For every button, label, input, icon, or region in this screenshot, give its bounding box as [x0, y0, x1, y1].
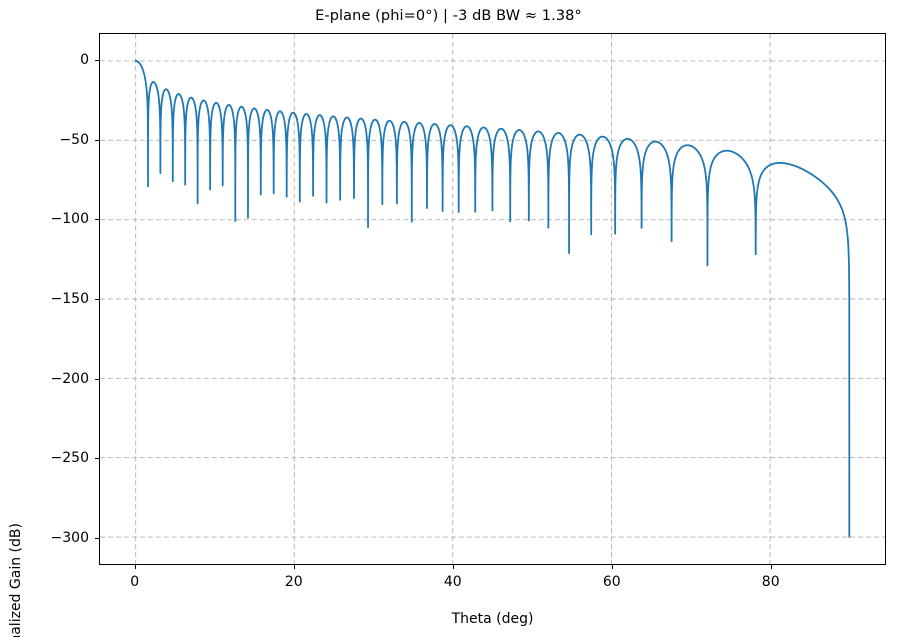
y-tick-label: −100 — [50, 211, 89, 228]
y-tick-label: −200 — [50, 370, 89, 387]
x-tick-label: 0 — [130, 574, 140, 590]
x-tick-label: 80 — [761, 574, 780, 590]
x-tick-mark — [611, 565, 613, 569]
chart-title: E-plane (phi=0°) | -3 dB BW ≈ 1.38° — [315, 8, 582, 24]
x-tick-label: 20 — [284, 574, 303, 590]
y-tick-label: −150 — [50, 291, 89, 307]
y-tick-label: −50 — [59, 131, 89, 148]
y-tick-mark — [95, 139, 99, 141]
x-tick-mark — [452, 565, 454, 569]
y-tick-label: −250 — [50, 450, 89, 467]
y-axis-label-holder: Normalized Gain (dB) — [8, 299, 24, 637]
x-tick-mark — [134, 565, 136, 569]
gain-curve — [134, 60, 851, 538]
gridlines — [100, 34, 885, 564]
x-tick-label: 60 — [602, 574, 621, 590]
y-tick-label: −300 — [50, 529, 89, 546]
y-tick-mark — [95, 299, 99, 301]
x-axis-label: Theta (deg) — [451, 611, 534, 627]
y-tick-mark — [95, 378, 99, 380]
series-layer — [134, 60, 851, 538]
y-tick-mark — [95, 537, 99, 539]
x-tick-mark — [770, 565, 772, 569]
y-tick-label: 0 — [80, 52, 89, 69]
y-tick-mark — [95, 458, 99, 460]
x-tick-mark — [293, 565, 295, 569]
plot-axes-area — [99, 33, 886, 565]
y-tick-mark — [95, 219, 99, 221]
y-tick-mark — [95, 60, 99, 62]
y-axis-label: Normalized Gain (dB) — [8, 523, 24, 637]
x-tick-label: 40 — [443, 574, 462, 590]
